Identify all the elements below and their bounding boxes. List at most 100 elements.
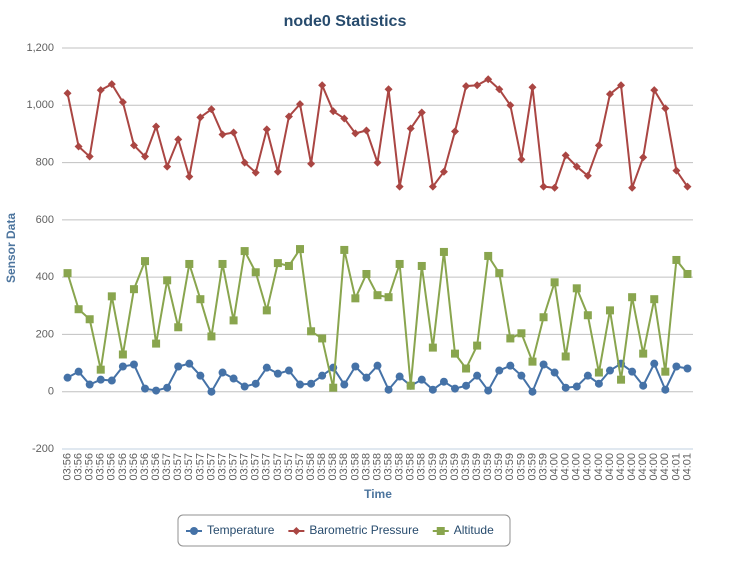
x-tick-label: 03:59	[482, 453, 494, 481]
point	[218, 368, 227, 377]
chart-title: node0 Statistics	[284, 13, 407, 30]
point	[340, 245, 349, 254]
x-tick-label: 03:57	[194, 453, 206, 481]
point	[406, 124, 415, 133]
point	[262, 125, 271, 134]
point	[196, 371, 205, 380]
point	[85, 152, 94, 161]
point	[384, 385, 393, 394]
point	[473, 341, 482, 350]
point	[74, 142, 83, 151]
point	[661, 104, 670, 113]
point	[506, 334, 515, 343]
point	[63, 89, 72, 98]
x-tick-label: 04:00	[626, 453, 638, 481]
point	[605, 90, 614, 99]
point	[240, 247, 249, 256]
point	[96, 86, 105, 95]
point	[539, 182, 548, 191]
point	[218, 130, 227, 139]
x-tick-label: 03:58	[338, 453, 350, 481]
point	[118, 98, 127, 107]
x-tick-label: 03:58	[360, 453, 372, 481]
point	[384, 85, 393, 94]
point	[284, 261, 293, 270]
x-tick-label: 03:57	[161, 453, 173, 481]
y-tick-label: -200	[32, 443, 54, 455]
x-tick-label: 03:57	[239, 453, 251, 481]
x-tick-label: 04:00	[582, 453, 594, 481]
point	[373, 158, 382, 167]
point	[85, 380, 94, 389]
point	[129, 285, 138, 294]
point	[572, 284, 581, 293]
point	[561, 383, 570, 392]
x-tick-label: 04:00	[615, 453, 627, 481]
legend-label: Temperature	[207, 523, 275, 537]
y-tick-label: 0	[48, 386, 54, 398]
x-tick-label: 04:01	[681, 453, 693, 481]
point	[639, 349, 648, 358]
point	[96, 375, 105, 384]
point	[428, 385, 437, 394]
point	[495, 85, 504, 94]
x-tick-label: 03:57	[227, 453, 239, 481]
x-tick-label: 03:59	[504, 453, 516, 481]
point	[196, 295, 205, 304]
point	[583, 171, 592, 180]
x-tick-label: 04:00	[549, 453, 561, 481]
point	[517, 329, 526, 338]
x-tick-label: 04:00	[593, 453, 605, 481]
point	[605, 366, 614, 375]
point	[517, 155, 526, 164]
point	[340, 114, 349, 123]
point	[107, 376, 116, 385]
x-tick-label: 03:56	[117, 453, 129, 481]
point	[417, 375, 426, 384]
point	[74, 305, 83, 314]
point	[174, 323, 183, 332]
point	[284, 112, 293, 121]
point	[118, 362, 127, 371]
point	[362, 126, 371, 135]
point	[273, 259, 282, 268]
point	[528, 83, 537, 92]
x-tick-label: 03:58	[305, 453, 317, 481]
point	[240, 382, 249, 391]
point	[292, 527, 301, 535]
x-tick-label: 03:57	[272, 453, 284, 481]
x-tick-label: 04:00	[637, 453, 649, 481]
x-tick-label: 03:56	[106, 453, 118, 481]
point	[417, 261, 426, 270]
point	[428, 182, 437, 191]
point	[351, 129, 360, 138]
point	[561, 352, 570, 361]
x-tick-label: 03:58	[316, 453, 328, 481]
point	[362, 269, 371, 278]
point	[185, 359, 194, 368]
point	[152, 339, 161, 348]
point	[672, 362, 681, 371]
point	[550, 278, 559, 287]
point	[450, 127, 459, 136]
point	[406, 381, 415, 390]
x-tick-label: 04:00	[659, 453, 671, 481]
point	[218, 259, 227, 268]
point	[495, 269, 504, 278]
point	[639, 153, 648, 162]
point	[118, 350, 127, 359]
point	[428, 343, 437, 352]
point	[617, 81, 626, 90]
point	[594, 379, 603, 388]
point	[583, 371, 592, 380]
legend-label: Barometric Pressure	[309, 523, 419, 537]
point	[296, 100, 305, 109]
x-tick-label: 03:57	[216, 453, 228, 481]
point	[605, 306, 614, 315]
point	[528, 387, 537, 396]
point	[207, 332, 216, 341]
point	[417, 108, 426, 117]
point	[484, 386, 493, 395]
point	[683, 269, 692, 278]
